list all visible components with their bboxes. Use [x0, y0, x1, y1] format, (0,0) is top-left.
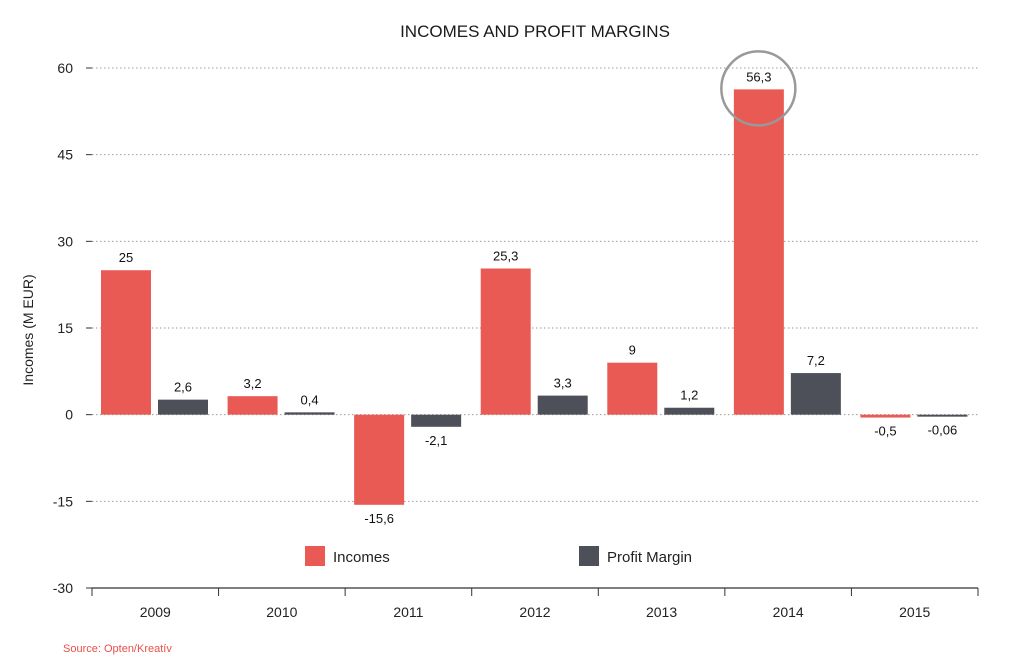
data-label: 0,4 — [301, 392, 319, 407]
data-label: -2,1 — [425, 433, 447, 448]
bar-incomes — [607, 362, 658, 415]
data-label: 7,2 — [807, 353, 825, 368]
legend-label-incomes: Incomes — [333, 549, 390, 566]
x-tick-label: 2014 — [773, 604, 804, 620]
gridlines — [92, 67, 978, 502]
chart-title: INCOMES AND PROFIT MARGINS — [400, 22, 670, 41]
data-label: 1,2 — [680, 388, 698, 403]
x-axis: 2009 2010 2011 2012 2013 2014 2015 — [91, 587, 979, 620]
data-label: -0,5 — [874, 424, 896, 439]
bar-incomes — [227, 396, 278, 415]
bar-incomes — [101, 270, 151, 415]
bar-profit-margin — [664, 407, 715, 415]
y-axis-label: Incomes (M EUR) — [20, 274, 36, 385]
y-tick-label: -15 — [53, 493, 73, 509]
y-tick-label: 30 — [57, 233, 73, 249]
y-axis-ticks: 60 45 30 15 0 -15 -30 — [53, 60, 92, 596]
y-tick-label: 0 — [65, 407, 73, 423]
y-tick-label: 60 — [57, 60, 73, 76]
x-tick-label: 2012 — [519, 604, 550, 620]
data-label: 3,2 — [244, 376, 262, 391]
x-tick-label: 2010 — [266, 604, 297, 620]
y-tick-label: -30 — [53, 580, 73, 596]
data-label: 3,3 — [554, 376, 572, 391]
bar-profit-margin — [537, 395, 588, 415]
x-tick-label: 2013 — [646, 604, 677, 620]
source-note: Source: Opten/Kreatív — [63, 643, 172, 655]
data-label: 2,6 — [174, 380, 192, 395]
bar-incomes — [860, 414, 911, 418]
data-label: -15,6 — [364, 511, 394, 526]
data-label: 25 — [119, 250, 133, 265]
bar-profit-margin — [411, 414, 462, 427]
x-tick-label: 2015 — [899, 604, 930, 620]
data-label: 25,3 — [493, 248, 518, 263]
bar-profit-margin — [284, 412, 335, 415]
y-tick-label: 15 — [57, 320, 73, 336]
bar-profit-margin — [158, 399, 208, 415]
bar-profit-margin — [790, 373, 841, 415]
bar-incomes — [480, 268, 531, 415]
legend: Incomes Profit Margin — [305, 546, 692, 566]
y-tick-label: 45 — [57, 147, 73, 163]
x-tick-label: 2011 — [393, 604, 423, 620]
data-labels: 25 3,2 -15,6 25,3 9 56,3 -0,5 2,6 0,4 -2,1 3,3 1,2 7… — [119, 69, 957, 525]
legend-swatch-incomes — [305, 546, 325, 566]
highlight-circle — [720, 50, 797, 127]
bar-incomes — [354, 414, 405, 505]
legend-swatch-profit-margin — [579, 546, 599, 566]
bars — [101, 89, 968, 505]
bar-incomes — [733, 89, 784, 415]
bar-profit-margin — [917, 414, 968, 417]
legend-label-profit-margin: Profit Margin — [607, 549, 692, 566]
data-label: 56,3 — [746, 69, 771, 84]
data-label: -0,06 — [928, 423, 958, 438]
data-label: 9 — [629, 343, 636, 358]
x-tick-label: 2009 — [140, 604, 171, 620]
